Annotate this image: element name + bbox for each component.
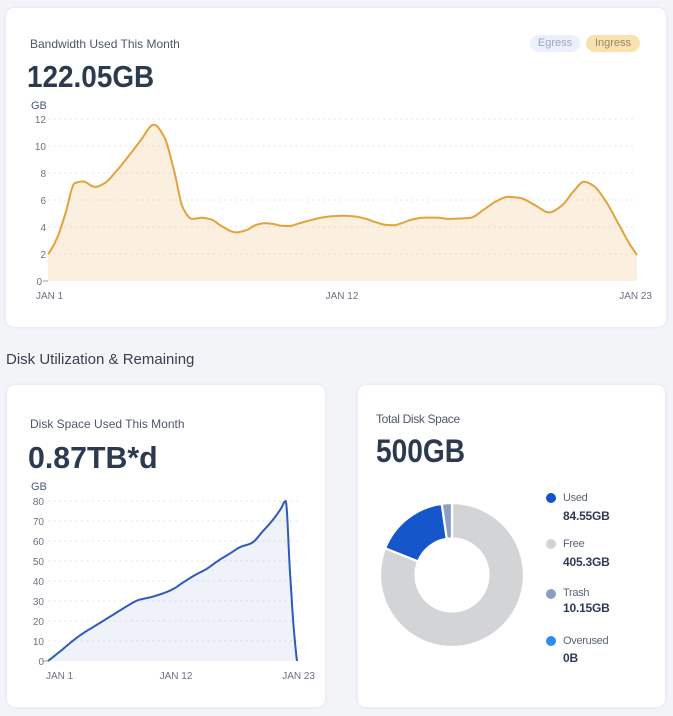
svg-text:JAN 12: JAN 12 (326, 291, 359, 302)
svg-text:0: 0 (36, 277, 42, 288)
svg-text:10: 10 (35, 142, 47, 153)
svg-text:GB: GB (31, 100, 47, 112)
svg-text:12: 12 (35, 115, 47, 126)
svg-text:JAN 23: JAN 23 (619, 291, 652, 302)
svg-text:JAN 12: JAN 12 (160, 671, 193, 682)
svg-text:8: 8 (40, 169, 46, 180)
svg-text:JAN 1: JAN 1 (36, 291, 64, 302)
svg-text:80: 80 (33, 497, 45, 508)
svg-text:10: 10 (33, 637, 45, 648)
svg-text:30: 30 (33, 597, 45, 608)
svg-text:4: 4 (40, 223, 46, 234)
svg-text:GB: GB (31, 481, 47, 493)
svg-text:50: 50 (33, 557, 45, 568)
svg-text:20: 20 (33, 617, 45, 628)
svg-text:JAN 23: JAN 23 (282, 671, 315, 682)
svg-text:6: 6 (40, 196, 46, 207)
svg-text:60: 60 (33, 537, 45, 548)
svg-text:2: 2 (40, 250, 46, 261)
svg-text:70: 70 (33, 517, 45, 528)
svg-text:0: 0 (38, 657, 44, 668)
svg-text:40: 40 (33, 577, 45, 588)
svg-text:JAN 1: JAN 1 (46, 671, 74, 682)
